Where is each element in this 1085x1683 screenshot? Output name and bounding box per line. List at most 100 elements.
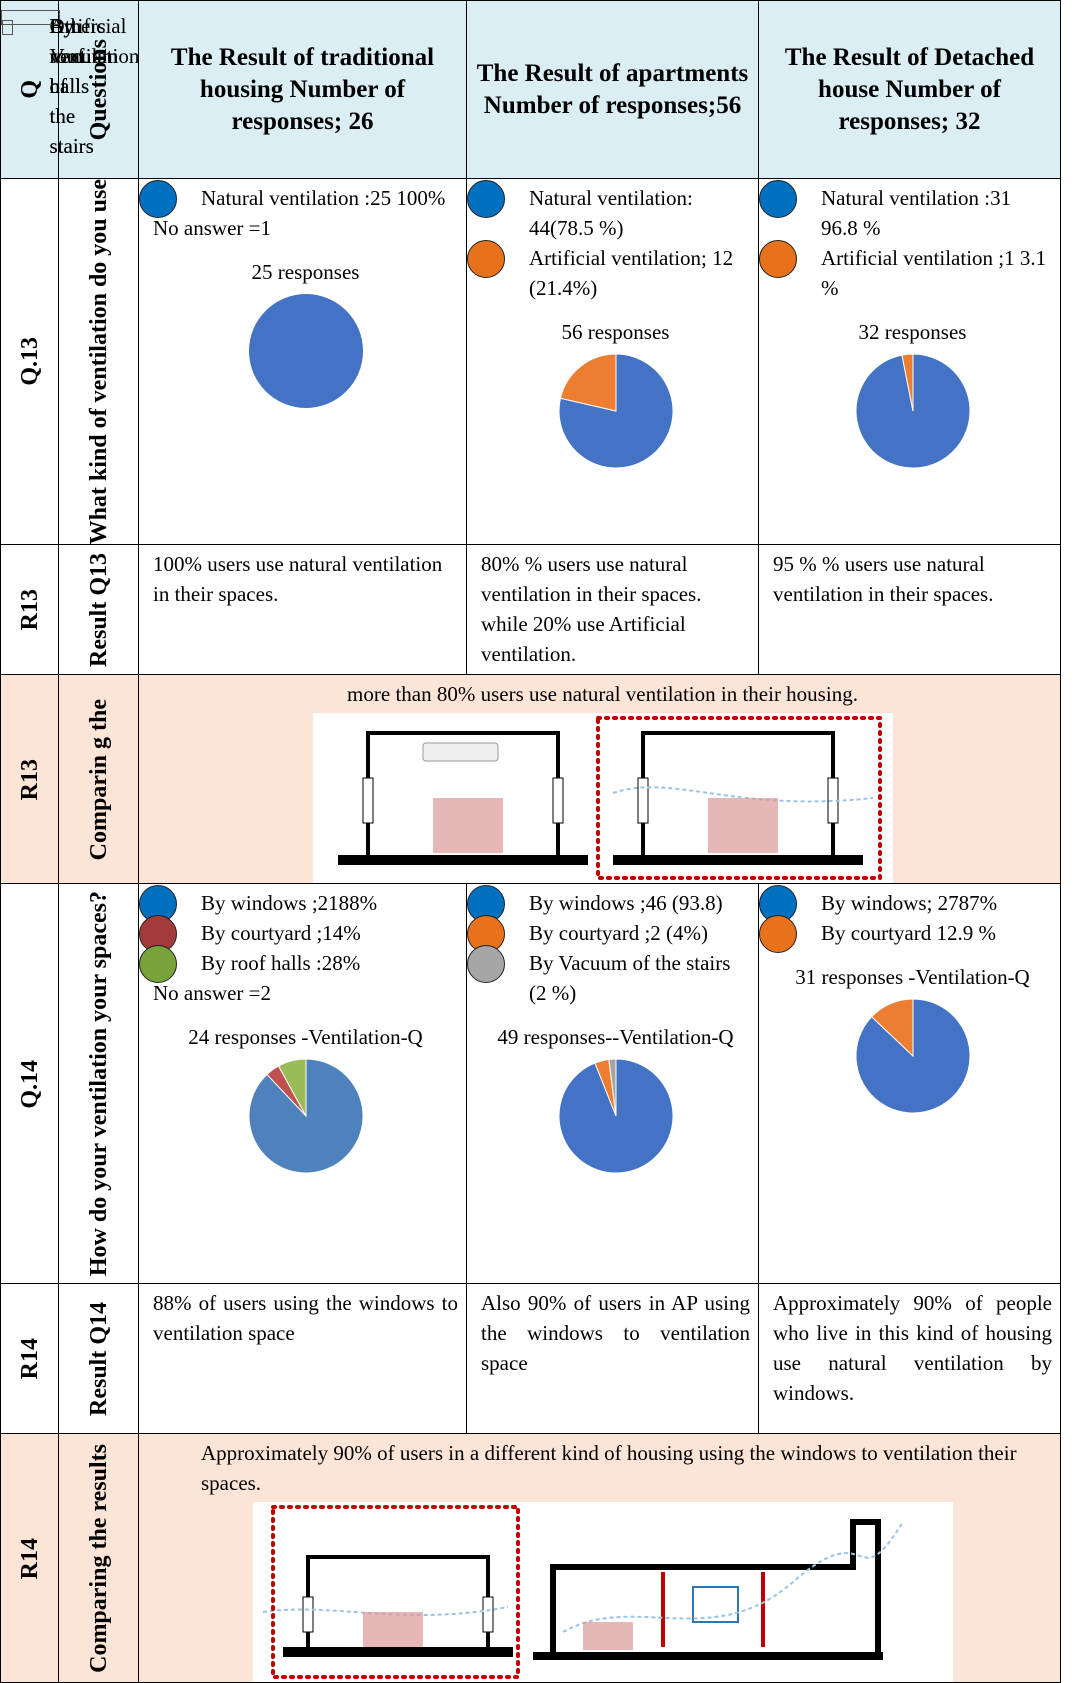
answer-cell: By windows ;46 (93.8) By courtyard ;2 (4%… (0, 9, 759, 1285)
answer-item: By courtyard ;2 (4%) (467, 915, 750, 954)
answer-text: By Vacuum of the stairs (2 %) (529, 951, 731, 1006)
answer-text: Artificial ventilation (49, 13, 140, 68)
answer-item: Natural ventilation :31 96.8 % (759, 180, 1052, 243)
answer-text: By courtyard ;2 (4%) (529, 921, 709, 946)
side-label: How do your ventilation your spaces? (58, 883, 139, 1285)
bullet (139, 945, 177, 984)
q-text: Q (16, 80, 43, 99)
answer-cell: By windows; 2787% By courtyard 12.9 % By V… (0, 9, 1061, 1285)
answer-text: Natural ventilation :31 96.8 % (821, 186, 1012, 240)
answer-text: No answer =2 (153, 981, 271, 1006)
side-text: R13 (16, 758, 43, 801)
side-text: Result Q14 (85, 1301, 112, 1416)
side-label: R13 (0, 674, 59, 885)
row: Q.13 What kind of ventilation do you use N… (0, 9, 1061, 546)
comparison-text: more than 80% users use natural ventilat… (347, 682, 858, 707)
q-header: Q (0, 0, 59, 179)
answer-text: By roof halls :28% (201, 951, 361, 976)
result-cell: 95 % % users use natural ventilation in … (758, 544, 1061, 676)
pie-title: 31 responses -Ventilation-Q (795, 965, 1030, 990)
side-text: Q.13 (16, 337, 43, 387)
answer-item: Artificial ventilation; 12 (21.4%) (467, 240, 750, 303)
side-text: Q.14 (16, 1059, 43, 1109)
bullet-box (1, 19, 13, 35)
answer-text: By roof halls (49, 13, 90, 98)
pie-slice (900, 353, 913, 412)
answer-item: By windows; 2787% (759, 885, 1052, 924)
results-table: Q Questions The Result of traditional hous… (0, 0, 1061, 1683)
answer-cell: By windows ;2188% By courtyard ;14% By Vac… (0, 9, 467, 1285)
pie-slice (558, 353, 673, 469)
answer-item: No answer =2 (153, 978, 458, 1008)
side-label: Comparing the results (58, 1433, 139, 1683)
answer-item: By windows ;46 (93.8) (467, 885, 750, 924)
answer-cell: Natural ventilation :25 100% Artificial v… (0, 9, 467, 546)
answer-item: No answer =1 (153, 213, 458, 243)
answer-item: By courtyard 12.9 % (759, 915, 1052, 954)
bullet (467, 240, 505, 278)
bullet (467, 180, 505, 218)
pie-chart (248, 1058, 363, 1174)
pie-title: 49 responses--Ventilation-Q (497, 1025, 734, 1050)
side-text: Comparin g the (85, 698, 112, 861)
side-label: Comparin g the (58, 674, 139, 885)
pie-chart (558, 1058, 673, 1174)
row: Q.14 How do your ventilation your spaces?… (0, 9, 1061, 1285)
result-cell: 100% users use natural ventilation in th… (138, 544, 467, 676)
answer-item: By roof halls :28% (139, 945, 458, 984)
answer-text: By Vacuum of the stairs (49, 13, 119, 158)
answer-text: By windows ;46 (93.8) (529, 891, 723, 916)
pie-slice (248, 294, 363, 408)
pie-chart (558, 353, 673, 469)
result-cell: 80% % users use natural ventilation in t… (466, 544, 759, 676)
answer-item: Artificial ventilation ;1 3.1 % (759, 240, 1052, 303)
bullet (759, 240, 797, 278)
answer-item: By Vacuum of the stairs (0, 9, 118, 158)
comparison-text: Approximately 90% of users in a differen… (201, 1441, 1017, 1496)
comparison-cell: Approximately 90% of users in a differen… (138, 1433, 1061, 1683)
pie-chart (855, 998, 970, 1114)
answer-text: Artificial ventilation ;1 3.1 % (821, 246, 1047, 300)
answer-item: Natural ventilation :25 100% (139, 180, 458, 218)
illustration-r13 (312, 713, 893, 884)
answer-text: By windows; 2787% (821, 891, 998, 916)
answer-cell: Natural ventilation: 44(78.5 %) Artificia… (466, 177, 759, 546)
side-label: Q.13 (0, 177, 59, 546)
bullet (139, 180, 177, 218)
result-cell: 88% of users using the windows to ventil… (138, 1283, 467, 1435)
pie-chart (248, 294, 363, 408)
side-label: Q.14 (0, 883, 59, 1285)
pie-chart (855, 353, 970, 469)
side-text: How do your ventilation your spaces? (85, 891, 112, 1277)
answer-item: Natural ventilation: 44(78.5 %) (467, 180, 750, 243)
row: R14 Result Q14 88% of users using the wind… (0, 1283, 1061, 1435)
answer-item: By Vacuum of the stairs (2 %) (467, 945, 750, 1008)
side-text: Comparing the results (85, 1443, 112, 1673)
bullet (759, 915, 797, 954)
answer-item: By roof halls (0, 9, 89, 98)
side-label: What kind of ventilation do you use (58, 177, 139, 546)
answer-text: Natural ventilation: 44(78.5 %) (529, 186, 693, 240)
answer-text: By courtyard 12.9 % (821, 921, 996, 946)
answer-item: By windows ;2188% (139, 885, 458, 924)
page: Q Questions The Result of traditional hous… (0, 0, 1061, 1683)
answer-text: By roof halls (49, 13, 90, 98)
answer-cell: Natural ventilation :31 96.8 % Artificial… (758, 177, 1061, 546)
answer-text: By Vacuum of the stairs (49, 13, 119, 158)
pie-slice (277, 1058, 306, 1117)
answer-text: Artificial ventilation; 12 (21.4%) (529, 246, 734, 300)
illustration-r14 (252, 1502, 953, 1683)
side-text: R14 (16, 1338, 43, 1380)
bullet (759, 180, 797, 218)
pie-slice (870, 998, 913, 1058)
answer-item: By Vacuum of the stairs (0, 9, 118, 158)
row: Q Questions The Result of traditional hous… (0, 0, 1061, 179)
bullet (467, 945, 505, 984)
answer-text: No answer =1 (153, 216, 271, 240)
answer-item: Artificial ventilation (0, 9, 139, 68)
column-header: The Result of apartments Number of respo… (466, 0, 759, 179)
row: R14 Comparing the results Approximately 90… (0, 1433, 1061, 1683)
row: R13 Comparin g the more than 80% users use… (0, 674, 1061, 885)
answer-item: By courtyard ;14% (139, 915, 458, 954)
side-label: R13 (0, 544, 59, 676)
